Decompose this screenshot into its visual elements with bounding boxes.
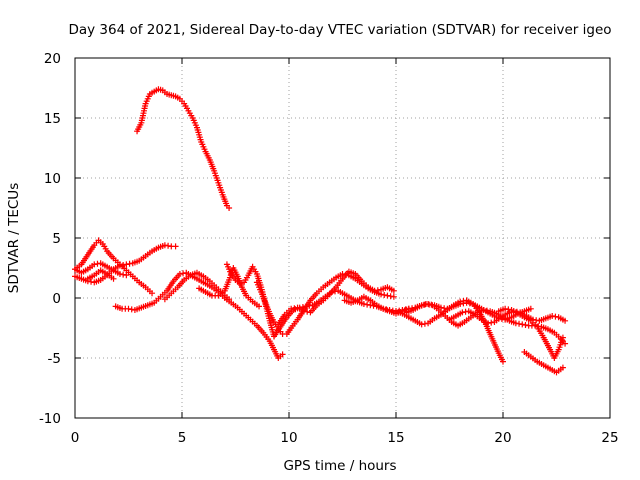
data-points <box>72 86 569 376</box>
grid-lines <box>75 58 610 418</box>
data-point-arc-2 <box>149 290 156 297</box>
data-point-arc-8 <box>256 303 263 310</box>
y-tick-label: 20 <box>44 51 61 67</box>
y-tick-label: -5 <box>48 351 61 367</box>
y-tick-label: 0 <box>52 291 61 307</box>
data-point-arc-6 <box>279 351 286 358</box>
data-point-arc-11 <box>390 287 397 294</box>
x-tick-label: 10 <box>280 430 297 446</box>
chart-title: Day 364 of 2021, Sidereal Day-to-day VTE… <box>68 22 611 38</box>
y-axis-label: SDTVAR / TECUs <box>6 183 22 293</box>
y-tick-label: -10 <box>39 411 61 427</box>
data-point-arc-5 <box>110 275 117 282</box>
data-point-arc-16 <box>562 317 569 324</box>
data-point-arc-13 <box>527 305 534 312</box>
y-tick-label: 5 <box>52 231 61 247</box>
x-tick-label: 15 <box>387 430 404 446</box>
data-point-arc-7 <box>226 296 233 303</box>
data-point-arc-3 <box>172 243 179 250</box>
y-tick-label: 10 <box>44 171 61 187</box>
data-point-arc-1 <box>226 205 233 211</box>
axis-ticks: 0 5 10 15 20 25 -10 -5 0 5 10 15 20 <box>39 51 619 446</box>
x-tick-label: 25 <box>601 430 618 446</box>
data-point-arc-14 <box>500 358 506 365</box>
data-point-arc-4 <box>123 272 130 279</box>
data-point-arc-15 <box>562 340 569 347</box>
x-axis-label: GPS time / hours <box>283 458 396 474</box>
x-tick-label: 0 <box>71 430 80 446</box>
x-tick-label: 20 <box>494 430 511 446</box>
data-point-arc-18 <box>559 364 566 371</box>
y-tick-label: 15 <box>44 111 61 127</box>
x-tick-label: 5 <box>178 430 187 446</box>
data-point-arc-10 <box>390 293 397 300</box>
data-point-arc-17 <box>559 334 566 341</box>
